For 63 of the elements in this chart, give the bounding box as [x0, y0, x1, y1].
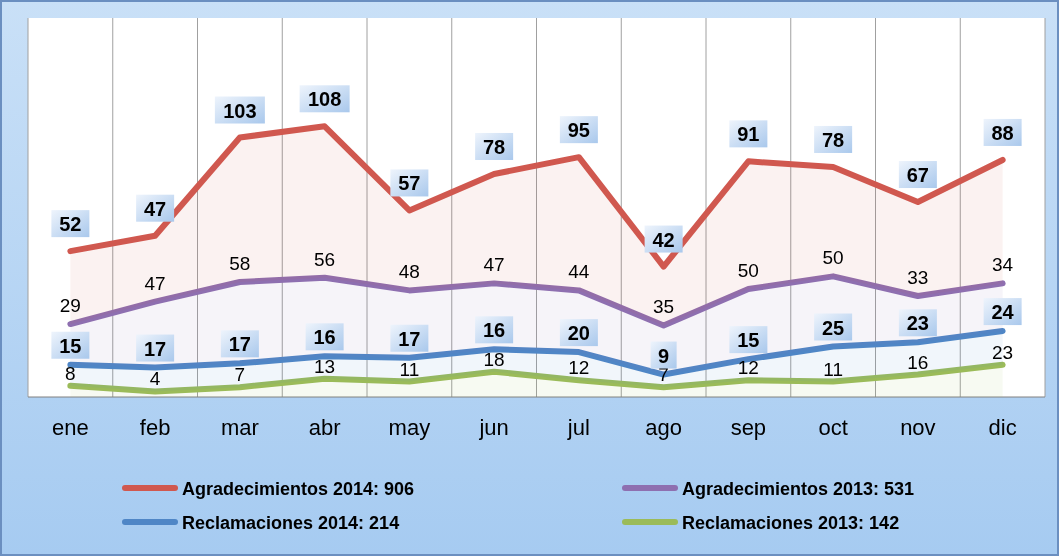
data-label: 7 — [234, 364, 246, 386]
data-label: 50 — [822, 247, 844, 269]
data-label: 47 — [483, 254, 505, 276]
legend-label: Agradecimientos 2014: 906 — [182, 479, 415, 499]
data-label: 25 — [822, 316, 845, 339]
data-label: 12 — [737, 357, 759, 379]
data-label: 47 — [144, 197, 167, 220]
data-label: 47 — [144, 272, 166, 294]
data-label: 34 — [992, 254, 1014, 276]
x-tick-label: nov — [900, 415, 936, 440]
data-label: 13 — [314, 355, 336, 377]
legend-label: Agradecimientos 2013: 531 — [682, 479, 915, 499]
data-label: 16 — [313, 326, 336, 349]
data-label: 12 — [568, 357, 590, 379]
data-label: 78 — [822, 128, 845, 151]
data-label: 52 — [59, 213, 82, 236]
data-label: 44 — [568, 261, 590, 283]
data-label: 17 — [398, 327, 421, 350]
data-label: 4 — [149, 368, 161, 390]
data-label: 17 — [144, 337, 167, 360]
data-label: 17 — [228, 333, 251, 356]
data-label: 23 — [992, 341, 1014, 363]
data-label: 33 — [907, 267, 929, 289]
x-tick-label: abr — [308, 415, 341, 440]
data-label: 16 — [483, 319, 506, 342]
data-label: 11 — [823, 358, 843, 380]
data-label: 23 — [906, 312, 929, 335]
data-label: 8 — [65, 362, 76, 384]
data-label: 57 — [398, 172, 421, 195]
x-tick-label: ago — [645, 415, 682, 440]
data-label: 91 — [737, 123, 760, 146]
data-label: 42 — [652, 228, 675, 251]
data-label: 103 — [223, 99, 257, 122]
data-label: 24 — [991, 301, 1015, 324]
data-label: 67 — [906, 164, 929, 187]
data-label: 18 — [483, 348, 505, 370]
data-label: 78 — [483, 135, 506, 158]
data-label: 15 — [737, 329, 760, 352]
x-tick-label: oct — [818, 415, 848, 440]
data-label: 35 — [653, 296, 675, 318]
data-label: 16 — [907, 351, 929, 373]
data-label: 9 — [658, 344, 670, 367]
data-label: 29 — [59, 295, 81, 317]
x-tick-label: jul — [566, 415, 590, 440]
x-tick-label: jun — [478, 415, 509, 440]
data-label: 48 — [398, 261, 420, 283]
x-tick-label: mar — [220, 415, 259, 440]
data-label: 88 — [991, 121, 1014, 144]
x-tick-label: ene — [52, 415, 89, 440]
data-label: 50 — [737, 259, 759, 281]
data-label: 58 — [229, 252, 251, 274]
legend-label: Reclamaciones 2013: 142 — [682, 513, 900, 533]
x-tick-label: dic — [988, 415, 1017, 440]
data-label: 11 — [399, 358, 420, 380]
data-label: 20 — [567, 322, 590, 345]
data-label: 56 — [314, 248, 336, 270]
x-tick-label: sep — [730, 415, 767, 440]
data-label: 95 — [567, 119, 590, 142]
x-tick-label: feb — [139, 415, 171, 440]
data-label: 108 — [307, 88, 342, 111]
x-tick-label: may — [388, 415, 431, 440]
legend-label: Reclamaciones 2014: 214 — [182, 513, 400, 533]
data-label: 15 — [59, 334, 82, 357]
